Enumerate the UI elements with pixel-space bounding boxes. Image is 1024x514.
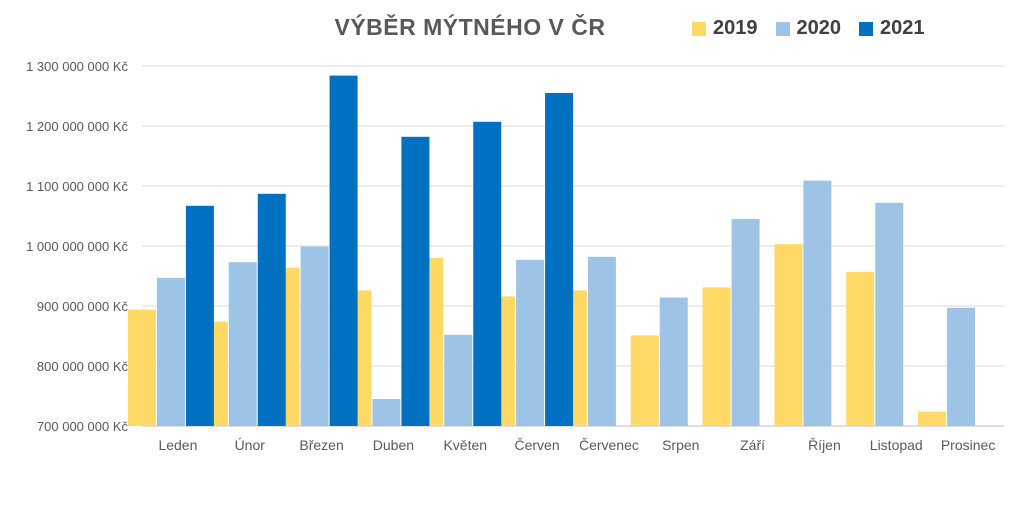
legend-swatch-2020 — [775, 21, 790, 36]
bar-2019-9 — [774, 244, 803, 426]
y-tick-label: 1 300 000 000 Kč — [26, 59, 128, 74]
bar-2020-3 — [372, 399, 401, 426]
y-tick-label: 700 000 000 Kč — [37, 419, 129, 434]
x-tick-label: Září — [740, 437, 765, 453]
chart-title: VÝBĚR MÝTNÉHO V ČR — [334, 14, 606, 40]
y-tick-label: 1 100 000 000 Kč — [26, 179, 128, 194]
bar-2020-7 — [659, 297, 688, 426]
bar-2021-0 — [185, 205, 214, 426]
bar-2021-4 — [473, 121, 502, 427]
bar-2019-11 — [918, 411, 947, 426]
bar-2019-0 — [127, 309, 156, 426]
x-tick-label: Červenec — [579, 437, 639, 453]
x-tick-label: Duben — [373, 437, 414, 453]
bar-2020-8 — [731, 219, 760, 426]
bar-2020-0 — [156, 277, 185, 426]
legend-swatch-2021 — [859, 21, 873, 36]
legend-item-2020: 2020 — [775, 17, 842, 40]
legend-swatch-2019 — [692, 21, 706, 36]
bar-2020-9 — [803, 180, 832, 426]
x-tick-label: Březen — [299, 437, 343, 453]
bar-2021-2 — [329, 75, 358, 426]
bar-2020-1 — [228, 262, 257, 426]
bar-2019-8 — [702, 287, 731, 426]
bar-2020-11 — [947, 307, 976, 426]
legend-label-2020: 2020 — [796, 17, 842, 39]
x-tick-label: Leden — [158, 437, 197, 453]
bar-2021-5 — [545, 93, 574, 426]
bar-2020-2 — [300, 246, 329, 426]
x-tick-label: Prosinec — [941, 437, 995, 453]
x-tick-label: Říjen — [808, 437, 841, 453]
legend-label-2021: 2021 — [880, 17, 925, 39]
bar-2021-1 — [257, 193, 286, 426]
y-tick-label: 1 000 000 000 Kč — [26, 239, 128, 254]
bar-2020-5 — [516, 259, 545, 426]
y-tick-label: 800 000 000 Kč — [37, 359, 129, 374]
bar-2020-6 — [587, 256, 616, 426]
y-tick-label: 900 000 000 Kč — [37, 299, 129, 314]
bar-2020-10 — [875, 202, 904, 426]
x-tick-label: Listopad — [870, 437, 923, 453]
bar-2021-3 — [401, 136, 430, 427]
x-tick-label: Srpen — [662, 437, 699, 453]
x-tick-label: Únor — [235, 437, 266, 453]
legend-item-2021: 2021 — [859, 17, 925, 40]
bar-2020-4 — [444, 334, 473, 426]
x-tick-label: Červen — [515, 437, 560, 453]
legend-label-2019: 2019 — [713, 17, 758, 39]
legend-item-2019: 2019 — [692, 17, 758, 40]
bar-2019-7 — [630, 335, 659, 426]
bar-2019-10 — [846, 271, 875, 426]
x-tick-label: Květen — [443, 437, 487, 453]
chart-legend: 2019 2020 2021 — [692, 17, 925, 40]
y-tick-label: 1 200 000 000 Kč — [26, 119, 128, 134]
